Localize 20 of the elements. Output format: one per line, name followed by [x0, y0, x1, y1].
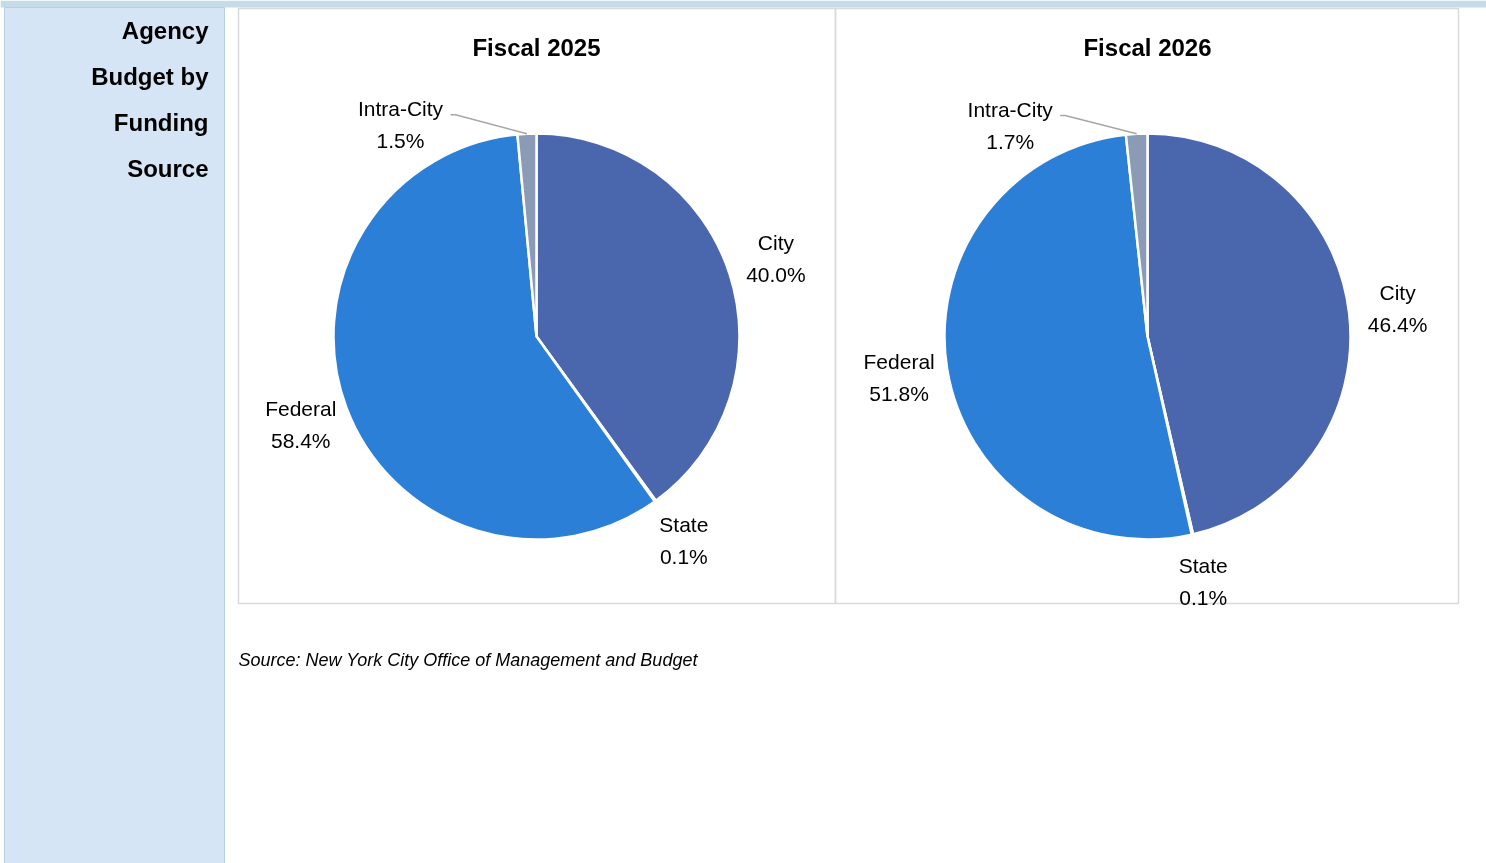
slice-label: State	[1178, 554, 1228, 578]
slice-label: Intra-City	[357, 97, 444, 121]
slice-label: Federal	[265, 397, 337, 421]
chart-title: Fiscal 2025	[472, 34, 601, 61]
data-label: 0.1%	[659, 545, 708, 569]
text: Agency Budget by Funding Source	[91, 17, 210, 182]
data-label: 58.4%	[270, 429, 331, 453]
source-note: Source: New York City Office of Management and Budget	[238, 649, 699, 670]
slice-label: City	[757, 231, 795, 255]
data-label: 40.0%	[746, 263, 806, 287]
data-label: 0.1%	[1179, 586, 1228, 610]
data-label: 51.8%	[869, 381, 929, 405]
slice-label: State	[659, 513, 709, 537]
slice-label: Federal	[863, 349, 935, 373]
data-label: 1.5%	[376, 129, 425, 153]
slice-label: City	[1379, 280, 1417, 304]
data-label: 1.7%	[986, 130, 1035, 154]
chart-title: Fiscal 2026	[1083, 34, 1212, 61]
data-label: 46.4%	[1367, 312, 1428, 336]
slice-label: Intra-City	[967, 98, 1054, 122]
